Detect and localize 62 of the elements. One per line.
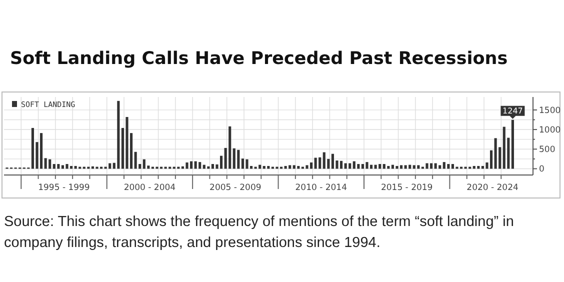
bar (404, 165, 407, 169)
y-tick-label: 500 (539, 145, 556, 156)
bar (314, 158, 317, 169)
bar (292, 165, 296, 169)
x-tick-label: 2005 - 2009 (210, 183, 262, 193)
bar (237, 150, 240, 169)
bar (447, 164, 450, 169)
chart-title: Soft Landing Calls Have Preceded Past Recessions (10, 49, 508, 69)
x-tick-label: 2020 - 2024 (466, 183, 518, 193)
bar (400, 165, 403, 169)
bar (66, 164, 68, 169)
x-tick-label: 2015 - 2019 (380, 183, 433, 193)
bar (378, 164, 382, 169)
bar (44, 158, 47, 169)
bar (194, 161, 197, 169)
bar (142, 159, 146, 169)
bar (366, 162, 368, 169)
bar (490, 150, 493, 169)
data-label: 1247 (502, 106, 523, 116)
bar (322, 152, 326, 169)
bar (108, 163, 112, 169)
bar (306, 165, 308, 169)
bar (246, 159, 248, 169)
bar (352, 161, 356, 169)
bar (502, 126, 506, 169)
x-tick-label: 2010 - 2014 (295, 183, 348, 193)
y-tick-label: 0 (539, 164, 544, 175)
bar (382, 164, 386, 169)
bar (220, 156, 223, 169)
bar (396, 166, 398, 169)
bar (438, 165, 442, 169)
y-tick-label: 1500 (539, 106, 561, 116)
bar (117, 100, 120, 169)
bar (434, 163, 437, 169)
source-note: Source: This chart shows the frequency of mentions of the term “soft landing” in company filings, transcripts, and presentations since 1994. (4, 214, 514, 251)
bar (288, 165, 292, 169)
bar (511, 120, 514, 169)
bar (344, 163, 347, 169)
bar (186, 162, 188, 169)
bar (198, 162, 202, 169)
bar (126, 116, 128, 169)
bar (348, 163, 352, 169)
bar (57, 164, 60, 169)
bar (426, 163, 428, 169)
bar (190, 161, 193, 169)
bar (494, 138, 497, 169)
bar (318, 157, 322, 169)
x-tick-label: 1995 - 1999 (38, 183, 90, 193)
bar (52, 164, 56, 169)
bar (417, 165, 420, 169)
bar (357, 164, 360, 169)
bar (340, 160, 343, 169)
x-tick-label: 2000 - 2004 (124, 183, 176, 193)
bar (48, 159, 52, 169)
bar (232, 148, 236, 169)
y-tick-label: 1000 (539, 126, 561, 136)
bar (442, 162, 446, 169)
bar (228, 126, 232, 169)
bar (430, 163, 433, 169)
bar (310, 162, 313, 169)
bar (412, 165, 416, 169)
bar (134, 152, 137, 169)
